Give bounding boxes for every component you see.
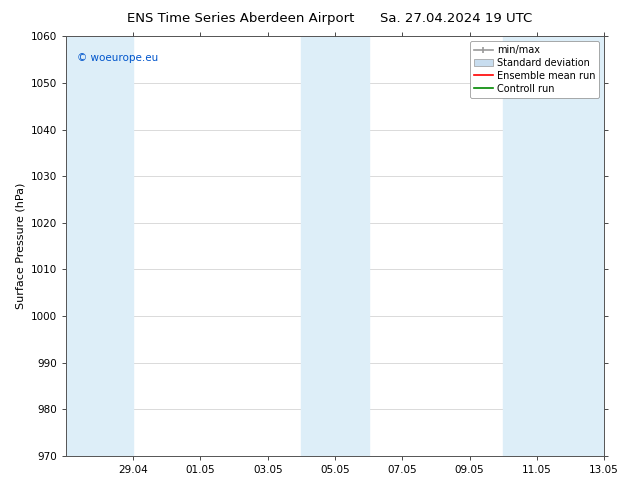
Y-axis label: Surface Pressure (hPa): Surface Pressure (hPa) bbox=[15, 183, 25, 309]
Legend: min/max, Standard deviation, Ensemble mean run, Controll run: min/max, Standard deviation, Ensemble me… bbox=[470, 41, 599, 98]
Text: ENS Time Series Aberdeen Airport: ENS Time Series Aberdeen Airport bbox=[127, 12, 354, 25]
Text: Sa. 27.04.2024 19 UTC: Sa. 27.04.2024 19 UTC bbox=[380, 12, 533, 25]
Bar bbox=[301, 36, 368, 456]
Bar bbox=[66, 36, 133, 456]
Bar bbox=[503, 36, 604, 456]
Text: © woeurope.eu: © woeurope.eu bbox=[77, 53, 158, 63]
